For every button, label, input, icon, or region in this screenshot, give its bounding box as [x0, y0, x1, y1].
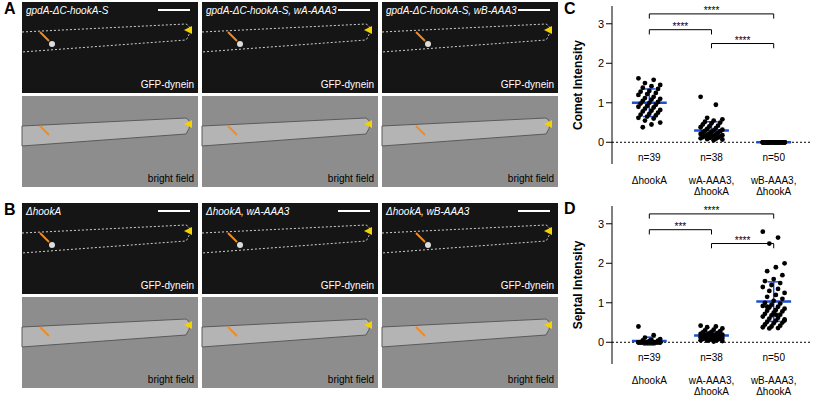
- svg-text:1: 1: [598, 297, 604, 309]
- svg-text:Septal Intensity: Septal Intensity: [571, 240, 585, 329]
- svg-text:gpdA-ΔC-hookA-S: gpdA-ΔC-hookA-S: [26, 5, 109, 16]
- svg-text:wA-AAA3,ΔhookA: wA-AAA3,ΔhookA: [688, 375, 735, 397]
- svg-text:n=50: n=50: [762, 352, 785, 363]
- svg-text:GFP-dynein: GFP-dynein: [321, 280, 374, 291]
- svg-text:GFP-dynein: GFP-dynein: [501, 280, 554, 291]
- svg-text:ΔhookA: ΔhookA: [25, 206, 61, 217]
- svg-text:bright field: bright field: [508, 374, 554, 385]
- svg-text:bright field: bright field: [508, 173, 554, 184]
- svg-text:3: 3: [598, 218, 604, 230]
- svg-text:GFP-dynein: GFP-dynein: [141, 280, 194, 291]
- svg-text:0: 0: [598, 136, 604, 148]
- svg-text:ΔhookA, wB-AAA3: ΔhookA, wB-AAA3: [385, 206, 470, 217]
- svg-text:****: ****: [673, 21, 689, 32]
- html-text:D: D: [564, 200, 576, 217]
- svg-text:ΔhookA, wA-AAA3: ΔhookA, wA-AAA3: [205, 206, 290, 217]
- svg-text:GFP-dynein: GFP-dynein: [141, 79, 194, 90]
- svg-text:1: 1: [598, 97, 604, 109]
- svg-text:n=38: n=38: [700, 152, 723, 163]
- svg-text:****: ****: [735, 35, 751, 46]
- svg-text:3: 3: [598, 18, 604, 30]
- svg-text:****: ****: [704, 205, 720, 216]
- svg-text:n=38: n=38: [700, 352, 723, 363]
- svg-text:****: ****: [704, 5, 720, 16]
- svg-text:gpdA-ΔC-hookA-S, wA-AAA3: gpdA-ΔC-hookA-S, wA-AAA3: [206, 5, 337, 16]
- svg-text:bright field: bright field: [148, 173, 194, 184]
- svg-text:0: 0: [598, 336, 604, 348]
- html-text:C: C: [564, 0, 576, 17]
- svg-text:****: ****: [735, 235, 751, 246]
- svg-text:B: B: [4, 201, 16, 218]
- svg-text:ΔhookA: ΔhookA: [632, 375, 667, 386]
- svg-text:wA-AAA3,ΔhookA: wA-AAA3,ΔhookA: [688, 175, 735, 197]
- svg-text:wB-AAA3,ΔhookA: wB-AAA3,ΔhookA: [750, 175, 797, 197]
- svg-text:Comet Intensity: Comet Intensity: [571, 40, 585, 130]
- svg-text:gpdA-ΔC-hookA-S, wB-AAA3: gpdA-ΔC-hookA-S, wB-AAA3: [386, 5, 517, 16]
- svg-text:n=50: n=50: [762, 152, 785, 163]
- svg-text:wB-AAA3,ΔhookA: wB-AAA3,ΔhookA: [750, 375, 797, 397]
- svg-text:2: 2: [598, 257, 604, 269]
- svg-text:***: ***: [675, 221, 687, 232]
- svg-text:2: 2: [598, 57, 604, 69]
- svg-text:bright field: bright field: [148, 374, 194, 385]
- svg-text:n=39: n=39: [638, 352, 661, 363]
- svg-text:n=39: n=39: [638, 152, 661, 163]
- svg-text:A: A: [4, 0, 16, 17]
- svg-text:bright field: bright field: [328, 173, 374, 184]
- svg-text:GFP-dynein: GFP-dynein: [321, 79, 374, 90]
- svg-text:ΔhookA: ΔhookA: [632, 175, 667, 186]
- svg-text:GFP-dynein: GFP-dynein: [501, 79, 554, 90]
- svg-text:bright field: bright field: [328, 374, 374, 385]
